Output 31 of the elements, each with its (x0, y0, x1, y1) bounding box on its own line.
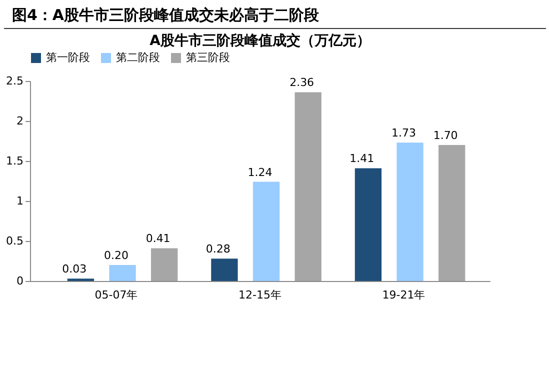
chart-subtitle: A股牛市三阶段峰值成交（万亿元） (150, 32, 370, 49)
y-tick-label: 2 (16, 114, 24, 128)
data-label: 1.24 (248, 166, 272, 179)
bar (438, 145, 466, 281)
data-label: 0.41 (146, 232, 170, 246)
data-label: 1.41 (350, 152, 374, 166)
bar (211, 258, 238, 281)
legend-label: 第一阶段 (46, 51, 90, 64)
x-tick-label: 12-15年 (238, 288, 282, 302)
data-label: 0.03 (62, 262, 87, 276)
y-tick-label: 1 (16, 194, 24, 208)
data-label: 0.20 (104, 249, 128, 262)
data-label: 1.70 (433, 129, 458, 142)
bar (294, 92, 322, 281)
y-tick-label: 0 (16, 274, 24, 288)
bar (252, 182, 280, 281)
y-tick-label: 1.5 (6, 154, 24, 168)
x-tick-label: 05-07年 (94, 288, 138, 302)
legend-label: 第二阶段 (116, 51, 160, 64)
data-label: 2.36 (290, 76, 314, 90)
data-label: 0.28 (206, 242, 230, 256)
data-label: 1.73 (392, 126, 416, 140)
chart-title: 图4：A股牛市三阶段峰值成交未必高于二阶段 (4, 0, 546, 29)
y-tick-label: 2.5 (6, 74, 24, 88)
legend-label: 第三阶段 (186, 51, 230, 64)
bar (151, 248, 178, 281)
x-tick-label: 19-21年 (382, 288, 426, 302)
y-tick-label: 0.5 (6, 234, 24, 248)
bar (396, 142, 424, 281)
bar (109, 265, 136, 281)
bar (354, 168, 382, 281)
